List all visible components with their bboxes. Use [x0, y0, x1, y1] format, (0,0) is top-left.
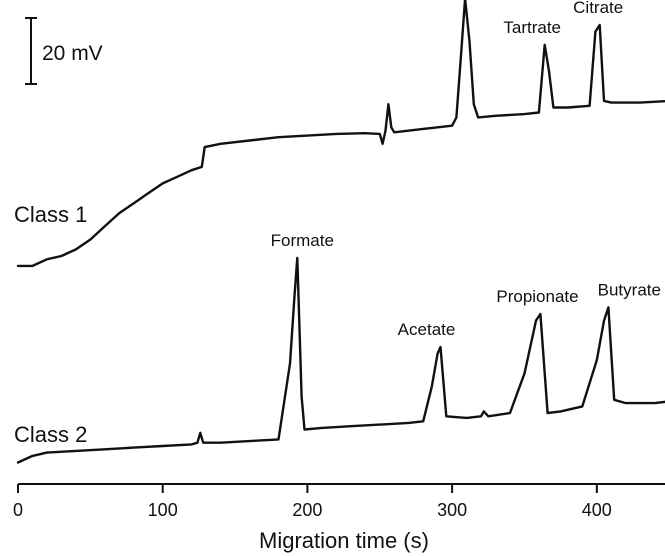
peak-label-citrate: Citrate	[573, 0, 623, 17]
series-label-class-1: Class 1	[14, 202, 87, 227]
scale-bar: 20 mV	[25, 17, 103, 85]
x-tick-label-0: 0	[13, 500, 23, 520]
peak-label-tartrate: Tartrate	[503, 18, 561, 37]
x-ticks: 0 100 200 300 400	[13, 484, 612, 520]
peak-label-propionate: Propionate	[496, 287, 578, 306]
trace-class-1	[16, 0, 665, 268]
peak-label-formate: Formate	[271, 231, 334, 250]
class-labels: Class 1 Class 2	[14, 202, 87, 447]
peak-label-acetate: Acetate	[398, 320, 456, 339]
trace-class-2	[16, 256, 665, 464]
x-tick-label-400: 400	[582, 500, 612, 520]
x-tick-label-300: 300	[437, 500, 467, 520]
x-tick-label-200: 200	[292, 500, 322, 520]
x-axis-title: Migration time (s)	[259, 528, 429, 553]
peak-labels: OxalateTartrateCitrateFormateAcetateProp…	[271, 0, 661, 339]
series-label-class-2: Class 2	[14, 422, 87, 447]
traces	[16, 0, 665, 464]
scale-bar-label: 20 mV	[42, 42, 103, 65]
x-tick-label-100: 100	[148, 500, 178, 520]
peak-label-butyrate: Butyrate	[598, 280, 661, 299]
